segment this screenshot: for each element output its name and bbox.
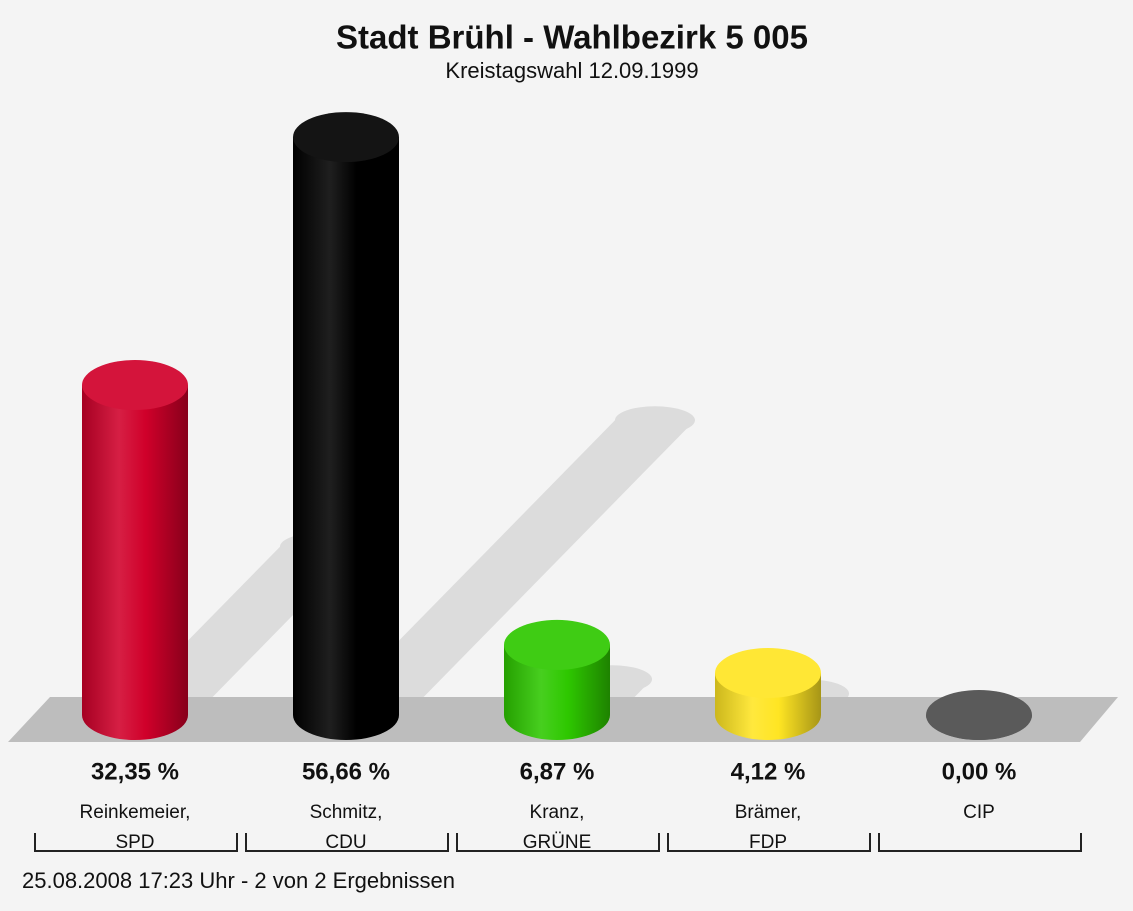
bar-shadow-cap [614,406,695,435]
value-label: 6,87 % [520,758,595,785]
category-bracket [34,833,238,852]
category-bracket [878,833,1082,852]
bar-cap [82,360,188,411]
bar [82,385,188,740]
bar-cap [715,647,821,698]
bar-cap [293,112,399,163]
value-label: 4,12 % [731,758,806,785]
footer: 25.08.2008 17:23 Uhr - 2 von 2 Ergebniss… [22,868,455,893]
x-tick-label: Schmitz, [310,802,383,823]
value-label: 0,00 % [942,758,1017,785]
x-tick-label: Reinkemeier, [80,802,191,823]
bar [293,137,399,740]
value-label: 56,66 % [302,758,390,785]
chart-title: Stadt Brühl - Wahlbezirk 5 005 [336,19,808,56]
bars [82,112,1032,740]
bar [504,644,610,740]
category-bracket [667,833,871,852]
bar-cap [926,690,1032,740]
value-label: 32,35 % [91,758,179,785]
x-tick-label: Brämer, [735,802,802,823]
x-tick-label: Kranz, [530,802,585,823]
chart-subtitle: Kreistagswahl 12.09.1999 [445,58,698,83]
bar-shadow [326,420,695,715]
x-tick-label: FDP [749,832,787,853]
bar-cap [504,619,610,670]
x-tick-label: CIP [963,802,995,823]
category-bracket [456,833,660,852]
x-tick-label: CDU [325,832,366,853]
category-bracket [245,833,449,852]
x-tick-label: SPD [115,832,154,853]
x-tick-label: GRÜNE [523,832,592,853]
